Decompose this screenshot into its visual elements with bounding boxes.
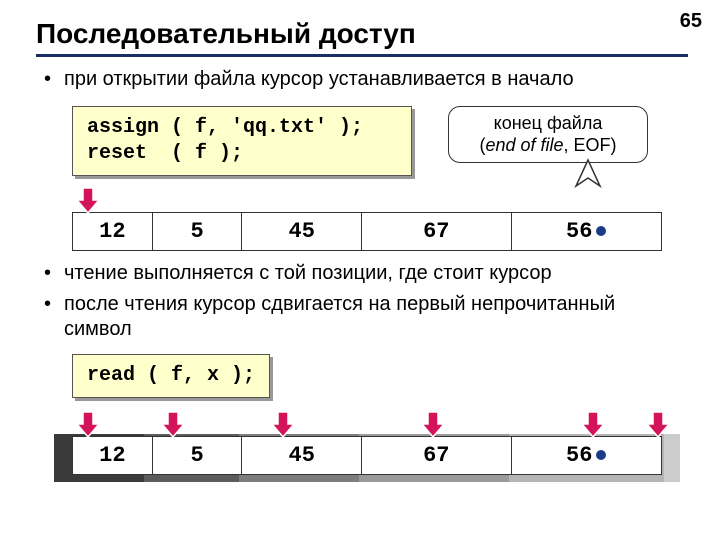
cell: 56 [512, 213, 661, 250]
cell: 45 [242, 213, 362, 250]
code-block-1: assign ( f, 'qq.txt' ); reset ( f ); [72, 106, 412, 176]
bullet-1: при открытии файла курсор устанавливаетс… [44, 67, 688, 92]
callout-line2-em: end of file [485, 135, 563, 155]
file-cells-2: 125456756 [72, 436, 662, 475]
cell: 5 [153, 213, 243, 250]
code-block-2: read ( f, x ); [72, 354, 270, 398]
cell: 45 [242, 437, 362, 474]
cursor-arrow [422, 410, 444, 438]
bullet-2: чтение выполняется с той позиции, где ст… [44, 261, 688, 286]
cursor-arrow [582, 410, 604, 438]
eof-marker [596, 226, 606, 236]
file-cells-1: 125456756 [72, 212, 662, 251]
cursor-arrow [77, 410, 99, 438]
eof-callout: конец файла (end of file, EOF) [448, 106, 648, 163]
cell: 12 [73, 437, 153, 474]
cursor-arrow [272, 410, 294, 438]
callout-line2-close: , EOF) [564, 135, 617, 155]
callout-pointer [568, 158, 608, 198]
cursor-arrow [162, 410, 184, 438]
cursor-arrow [647, 410, 669, 438]
cell: 5 [153, 437, 243, 474]
cursor-arrow [77, 186, 99, 214]
cell: 12 [73, 213, 153, 250]
cell: 67 [362, 437, 511, 474]
cell: 56 [512, 437, 661, 474]
cell: 67 [362, 213, 511, 250]
callout-line1: конец файла [494, 113, 603, 133]
bullet-3: после чтения курсор сдвигается на первый… [44, 292, 688, 342]
eof-marker [596, 450, 606, 460]
title-underline [36, 54, 688, 57]
page-number: 65 [680, 10, 702, 33]
slide-title: Последовательный доступ [36, 18, 688, 50]
